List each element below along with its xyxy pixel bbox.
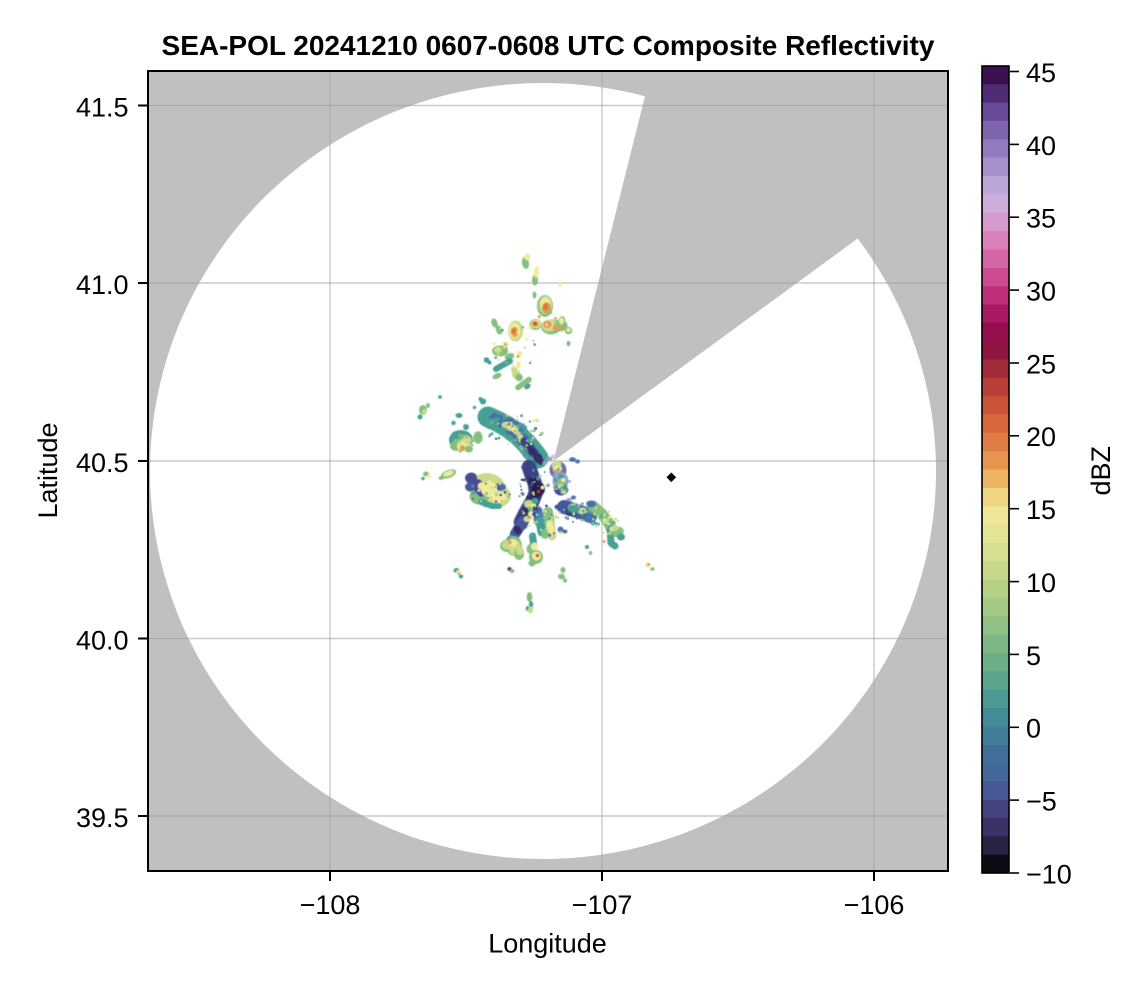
svg-text:Latitude: Latitude xyxy=(33,422,63,518)
svg-text:41.5: 41.5 xyxy=(76,92,129,122)
svg-text:SEA-POL 20241210 0607-0608 UTC: SEA-POL 20241210 0607-0608 UTC Composite… xyxy=(162,30,935,61)
svg-text:25: 25 xyxy=(1026,349,1056,379)
svg-text:35: 35 xyxy=(1026,204,1056,234)
svg-text:Longitude: Longitude xyxy=(488,929,607,959)
svg-text:−10: −10 xyxy=(1026,859,1072,889)
svg-text:30: 30 xyxy=(1026,277,1056,307)
svg-text:0: 0 xyxy=(1026,714,1041,744)
svg-text:40: 40 xyxy=(1026,131,1056,161)
svg-text:40.0: 40.0 xyxy=(76,625,129,655)
svg-text:40.5: 40.5 xyxy=(76,448,129,478)
svg-text:41.0: 41.0 xyxy=(76,270,129,300)
svg-text:dBZ: dBZ xyxy=(1086,446,1116,496)
svg-text:−5: −5 xyxy=(1026,787,1057,817)
svg-text:−107: −107 xyxy=(572,890,633,920)
svg-text:45: 45 xyxy=(1026,58,1056,88)
svg-text:−108: −108 xyxy=(300,890,361,920)
svg-text:5: 5 xyxy=(1026,641,1041,671)
svg-text:15: 15 xyxy=(1026,495,1056,525)
svg-text:20: 20 xyxy=(1026,422,1056,452)
svg-text:−106: −106 xyxy=(844,890,905,920)
svg-text:39.5: 39.5 xyxy=(76,803,129,833)
svg-text:10: 10 xyxy=(1026,568,1056,598)
